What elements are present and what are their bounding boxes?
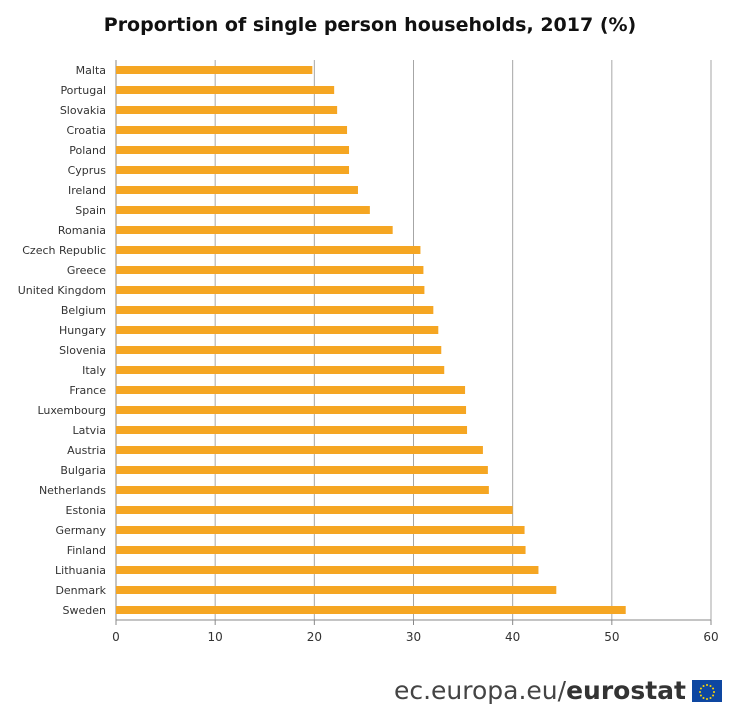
bar-romania: [116, 226, 393, 234]
category-label: United Kingdom: [18, 284, 106, 297]
flag-star: [709, 696, 712, 699]
category-label: Czech Republic: [22, 244, 106, 257]
bar-czech-republic: [116, 246, 421, 254]
category-label: Hungary: [59, 324, 106, 337]
bar-slovakia: [116, 106, 338, 114]
flag-star: [712, 687, 715, 689]
bar-slovenia: [116, 346, 442, 354]
flag-star: [702, 696, 705, 699]
bar-germany: [116, 526, 525, 534]
bar-luxembourg: [116, 406, 467, 414]
flag-star: [709, 684, 712, 687]
bar-cyprus: [116, 166, 350, 174]
category-label: Cyprus: [68, 164, 107, 177]
category-label: Bulgaria: [60, 464, 106, 477]
bar-denmark: [116, 586, 557, 594]
bar-italy: [116, 366, 445, 374]
bar-ireland: [116, 186, 358, 194]
flag-star: [699, 687, 702, 689]
flag-star: [712, 694, 715, 696]
category-label: France: [69, 384, 106, 397]
flag-star: [713, 690, 715, 693]
category-label: Malta: [76, 64, 106, 77]
category-label: Denmark: [55, 584, 106, 597]
flag-star: [706, 697, 708, 700]
flag-star: [706, 683, 708, 686]
bar-united-kingdom: [116, 286, 425, 294]
bar-finland: [116, 546, 526, 554]
bar-portugal: [116, 86, 335, 94]
bar-bulgaria: [116, 466, 488, 474]
category-label: Netherlands: [39, 484, 106, 497]
category-label: Poland: [69, 144, 106, 157]
bar-lithuania: [116, 566, 539, 574]
category-label: Slovakia: [60, 104, 106, 117]
bar-sweden: [116, 606, 626, 614]
flag-star: [699, 690, 701, 693]
category-label: Spain: [75, 204, 106, 217]
eu-flag-icon: [692, 679, 722, 702]
bar-france: [116, 386, 466, 394]
bar-netherlands: [116, 486, 489, 494]
bar-spain: [116, 206, 370, 214]
flag-star: [699, 694, 702, 696]
category-label: Italy: [82, 364, 106, 377]
category-label: Greece: [67, 264, 106, 277]
category-label: Austria: [67, 444, 106, 457]
eurostat-logo: ec.europa.eu/eurostat: [394, 676, 722, 705]
category-label: Belgium: [61, 304, 106, 317]
x-tick-label: 30: [406, 630, 421, 644]
category-label: Latvia: [73, 424, 107, 437]
footer-brand: eurostat: [566, 676, 686, 705]
bar-latvia: [116, 426, 468, 434]
bar-croatia: [116, 126, 348, 134]
x-tick-label: 0: [112, 630, 120, 644]
category-label: Ireland: [68, 184, 106, 197]
category-label: Portugal: [60, 84, 106, 97]
category-label: Sweden: [63, 604, 106, 617]
category-label: Estonia: [66, 504, 107, 517]
bar-hungary: [116, 326, 439, 334]
x-tick-label: 50: [604, 630, 619, 644]
category-label: Finland: [67, 544, 106, 557]
category-label: Germany: [55, 524, 106, 537]
chart-title: Proportion of single person households, …: [103, 14, 637, 36]
bar-estonia: [116, 506, 513, 514]
x-tick-label: 60: [703, 630, 718, 644]
category-label: Croatia: [66, 124, 106, 137]
bar-chart: 0 10 20 30 40 50 60 Malta Portugal Slovakia Croati…: [18, 60, 719, 644]
category-label: Romania: [58, 224, 106, 237]
bar-austria: [116, 446, 483, 454]
x-tick-label: 20: [307, 630, 322, 644]
category-label: Slovenia: [59, 344, 106, 357]
flag-star: [702, 684, 705, 687]
x-tick-label: 40: [505, 630, 520, 644]
bar-greece: [116, 266, 424, 274]
x-tick-label: 10: [208, 630, 223, 644]
bar-poland: [116, 146, 350, 154]
bar-belgium: [116, 306, 434, 314]
category-label: Lithuania: [55, 564, 106, 577]
footer-site: ec.europa.eu/: [393, 676, 567, 705]
bar-malta: [116, 66, 313, 74]
category-label: Luxembourg: [37, 404, 106, 417]
